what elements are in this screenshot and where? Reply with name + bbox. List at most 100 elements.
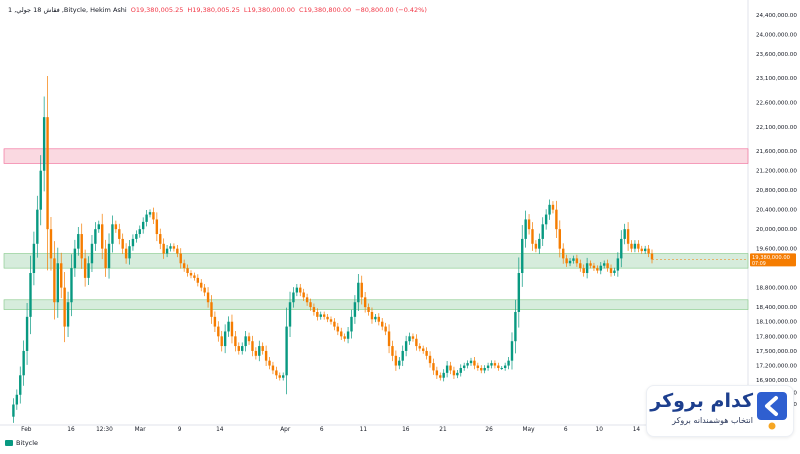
candle-body [418,346,421,349]
candle-body [449,365,452,371]
candle-body [203,287,206,293]
candle-body [264,350,268,361]
candle-body [206,292,210,303]
candle-body [258,346,261,356]
candle-body [165,248,169,254]
candle-body [182,263,186,269]
candle-body [538,238,541,249]
candle-body [63,287,66,327]
candle-body [193,275,196,278]
candle-body [507,360,510,366]
candle-body [387,331,391,347]
candle-body [210,302,213,317]
candle-body [101,224,104,249]
logo-subtitle: انتخاب هوشمندانه بروکر [672,416,753,425]
candle-body [620,238,623,259]
candle-body [247,336,251,342]
candle-body [36,209,39,244]
candle-body [305,297,309,303]
candle-body [616,258,620,271]
x-tick-label: 9 [178,427,182,433]
candle-body [70,268,73,303]
candle-body [370,311,374,320]
candle-body [469,360,473,364]
candle-body [555,209,558,230]
candle-body [217,326,220,337]
x-tick-label: 26 [485,427,493,433]
candle-body [480,367,483,371]
candle-body [254,350,258,356]
candle-body [442,372,445,378]
y-tick-label: 17,200,000.00 [756,364,797,370]
close-value: C19,380,800.00 [299,6,352,14]
x-tick-label: 6 [564,427,568,433]
candle-body [500,367,503,369]
x-tick-label: 12:30 [96,427,113,433]
candle-body [562,248,565,259]
candle-body [609,268,613,274]
candle-body [527,219,531,230]
candle-body [558,229,561,249]
candle-body [633,243,637,249]
y-tick-label: 20,800,000.00 [756,188,797,194]
candle-body [329,319,333,322]
y-tick-label: 23,100,000.00 [756,76,797,82]
candle-body [172,246,176,249]
candle-body [333,321,336,327]
candle-body [439,375,442,378]
logo-mark-icon [757,392,787,430]
candle-body [114,224,118,230]
candle-body [606,263,609,269]
candle-body [357,282,360,303]
y-tick-label: 16,900,000.00 [756,378,797,384]
candle-body [87,263,90,278]
candle-body [53,258,56,303]
candle-body [486,365,490,368]
y-tick-label: 21,600,000.00 [756,149,797,155]
candle-body [602,263,606,266]
candle-body [275,370,278,376]
candle-body [281,375,285,378]
symbol-line: 1 ,فقاش 18 جولي ,Bitycle, Hekim Ashi [8,6,127,14]
candle-body [640,248,643,252]
candle-body [241,346,244,351]
candle-body [497,365,500,368]
ohlc-header: 1 ,فقاش 18 جولي ,Bitycle, Hekim Ashi O19… [8,6,427,14]
candle-body [415,338,418,347]
candle-body [302,292,305,298]
candle-body [46,117,49,230]
candle-body [428,355,432,364]
candle-body [346,331,350,339]
bitycle-icon [5,440,13,446]
candle-body [544,214,548,225]
x-tick-label: Mar [135,427,147,433]
candle-body [97,224,100,230]
candle-body [83,258,87,278]
y-tick-label: 19,600,000.00 [756,247,797,253]
candle-body [309,302,312,308]
candle-body [476,365,480,368]
candle-body [285,326,288,376]
y-tick-label: 18,400,000.00 [756,305,797,311]
candle-body [39,170,42,210]
zone-support-mid [3,253,749,269]
candle-body [138,229,141,235]
candle-body [353,302,357,317]
candle-body [425,350,428,356]
candle-body [637,243,640,249]
candle-body [350,316,353,332]
x-tick-label: Apr [280,427,291,433]
candle-body [377,316,381,322]
high-value: H19,380,005.25 [187,6,240,14]
y-tick-label: 17,800,000.00 [756,334,797,340]
candle-body [572,258,575,261]
candle-body [585,263,589,274]
x-tick-label: 11 [360,427,368,433]
change-value: −80,800.00 (−0.42%) [355,6,427,14]
candle-body [408,336,411,342]
x-tick-label: 16 [402,427,410,433]
candle-body [626,229,630,244]
candle-body [322,314,326,317]
